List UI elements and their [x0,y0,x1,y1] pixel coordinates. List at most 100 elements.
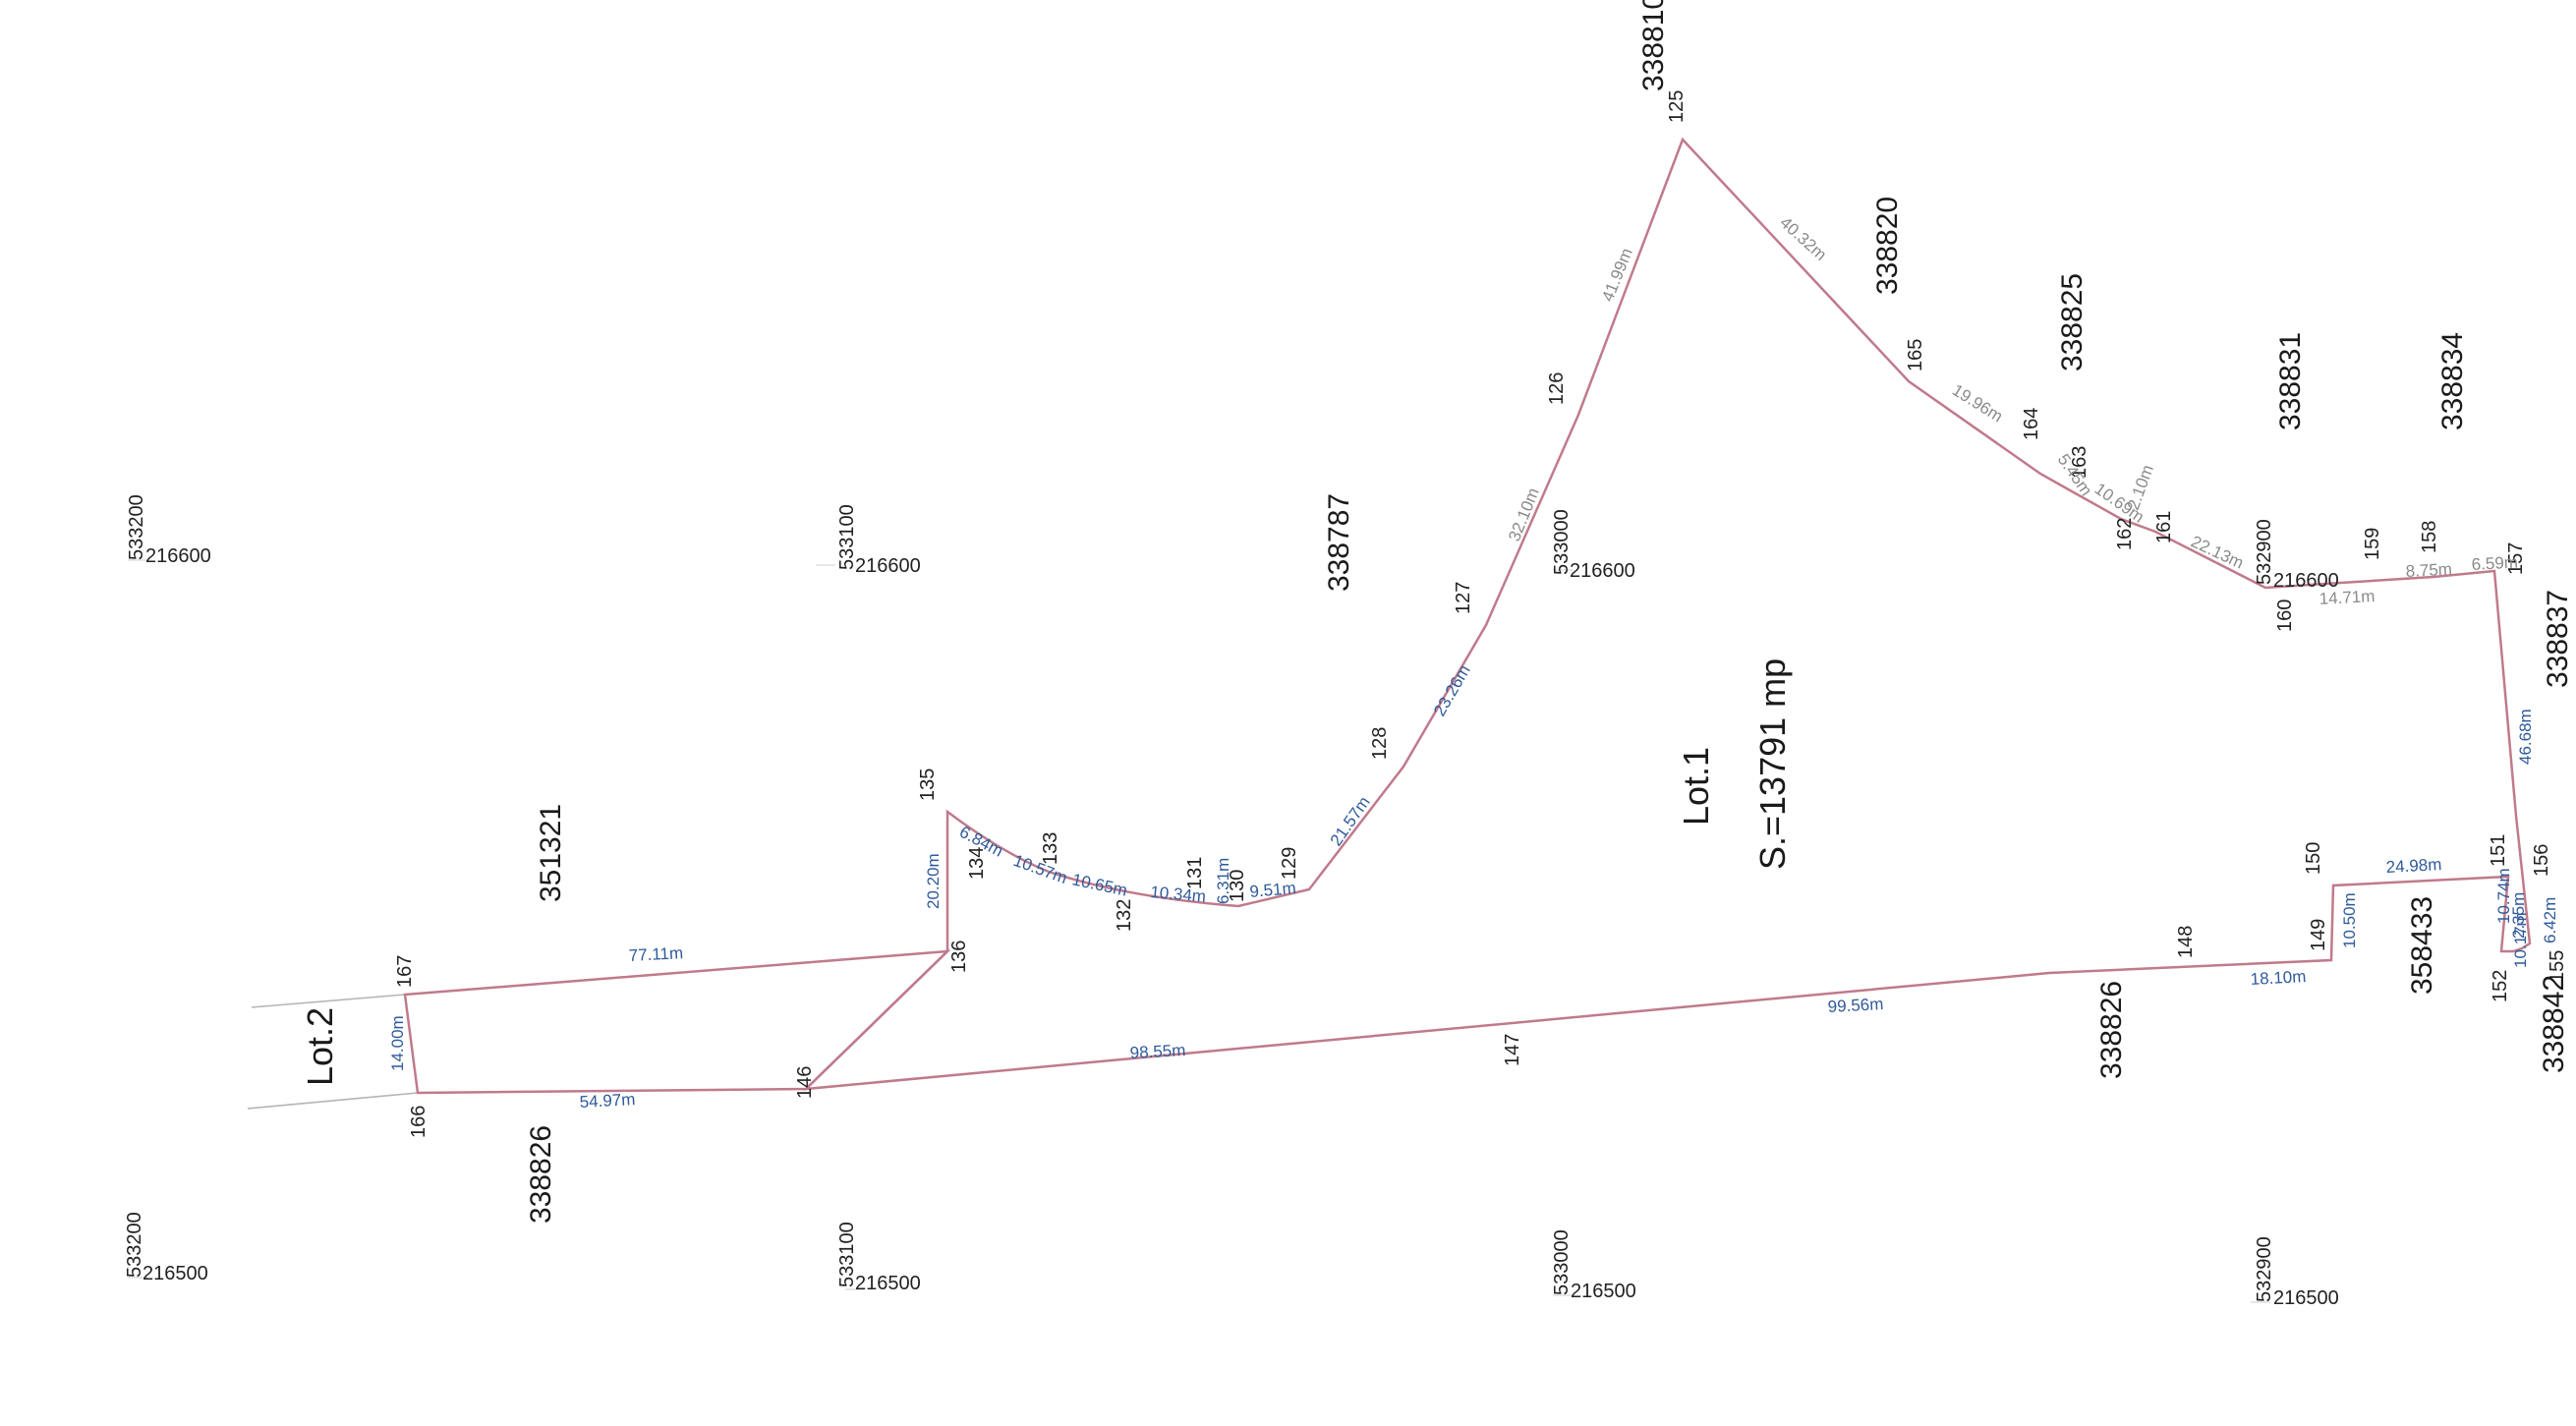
parcel-label: 351321 [535,804,567,902]
grid-easting: 533000 [1551,1229,1573,1295]
parcel-label: 338842 [2538,975,2570,1073]
point-label: 164 [2021,408,2042,440]
distance-label: 9.51m [1249,879,1297,901]
distance-label: 18.10m [2250,967,2307,989]
point-label: 155 [2547,950,2568,983]
grid-easting: 533100 [836,504,858,570]
distance-label: 2.35m [2509,892,2528,939]
extension-line-bottom [247,1092,419,1110]
point-label: 129 [1279,847,1300,880]
lot2-boundary [403,949,951,1095]
grid-northing: 216500 [855,1273,921,1294]
parcel-label: 338826 [525,1125,557,1224]
lot1-area: S.=13791 mp [1752,658,1793,870]
point-label: 156 [2531,844,2552,877]
distance-labels: 41.99m40.32m19.96m5.45m10.69m2.10m22.13m… [388,213,2559,1112]
point-label: 128 [1369,727,1391,760]
distance-label: 10.34m [1150,883,1207,906]
parcel-label: 358433 [2406,896,2438,995]
lot1-label: Lot.1 [1676,747,1716,826]
distance-label: 6.42m [2541,897,2559,943]
grid-easting: 532900 [2254,519,2275,585]
point-label: 149 [2308,919,2329,951]
distance-label: 19.96m [1949,380,2006,426]
grid-easting: 533100 [836,1222,858,1287]
point-label: 125 [1666,90,1688,123]
grid-northing: 216600 [2273,570,2339,592]
distance-label: 40.32m [1776,213,1830,264]
point-label: 162 [2114,518,2136,550]
point-label: 135 [917,769,939,801]
point-label: 136 [948,941,970,973]
point-label: 158 [2419,521,2440,553]
point-label: 161 [2153,511,2175,543]
distance-label: 99.56m [1827,995,1884,1016]
distance-label: 21.57m [1327,793,1374,849]
parcel-label: 338820 [1871,197,1904,295]
parcel-label: 338837 [2542,590,2574,688]
extension-line-top [251,994,406,1008]
point-label: 151 [2488,834,2509,867]
parcel-label: 338834 [2436,332,2469,430]
parcel-label: 338825 [2056,273,2089,371]
parcel-label: 338826 [2095,981,2128,1079]
grid-easting: 533200 [126,494,147,560]
distance-label: 14.00m [388,1015,407,1071]
point-label: 166 [408,1106,429,1138]
point-label: 126 [1546,372,1568,405]
point-label: 146 [794,1066,816,1099]
distance-label: 77.11m [628,943,683,965]
distance-label: 10.50m [2340,892,2359,948]
grid-easting: 532900 [2254,1236,2275,1302]
point-label: 131 [1184,857,1206,889]
grid-northing: 216600 [1570,560,1635,582]
point-labels: 125 126 127 128 129 130 131 132 133 134 135 136 146 1… [394,90,2568,1138]
distance-label: 46.68m [2516,709,2535,765]
point-label: 163 [2069,446,2090,479]
distance-label: 98.55m [1129,1041,1186,1062]
distance-label: 23.26m [1430,661,1474,719]
point-label: 157 [2505,542,2527,575]
point-label: 160 [2274,599,2296,632]
grid-northing: 216500 [2273,1287,2339,1309]
point-label: 148 [2175,926,2197,958]
grid-northing: 216500 [143,1263,208,1284]
lot1-boundary [802,137,2532,1091]
point-label: 165 [1905,339,1926,371]
point-label: 127 [1453,582,1474,614]
distance-label: 10.74m [2494,868,2513,924]
parcel-label: 338787 [1323,493,1355,592]
distance-label: 14.71m [2318,587,2376,608]
point-label: 167 [394,955,416,988]
distance-label: 10.17m [2511,912,2530,968]
distance-label: 54.97m [579,1090,636,1112]
grid-northing: 216500 [1571,1281,1636,1302]
distance-label: 6.59m [2471,553,2518,574]
point-label: 133 [1040,832,1061,865]
distance-label: 8.75m [2405,560,2452,581]
parcel-label: 338810 [1637,0,1670,91]
distance-label: 6.31m [1214,858,1232,904]
grid-northing: 216600 [855,555,921,577]
distance-label: 10.65m [1070,870,1128,899]
point-label: 134 [966,847,988,880]
point-label: 150 [2303,842,2324,875]
distance-label: 20.20m [924,853,943,909]
point-label: 130 [1227,870,1248,902]
distance-label: 22.13m [2188,532,2246,572]
lot2-label: Lot.2 [300,1007,340,1086]
parcel-label: 338831 [2274,332,2307,430]
distance-label: 2.10m [2124,462,2157,512]
point-label: 132 [1114,899,1135,932]
parcel-labels: 338810 338820 338825 338831 338834 338837 3387… [525,0,2574,1224]
grid-northing: 216600 [145,545,211,567]
grid-easting: 533000 [1551,509,1573,575]
distance-label: 32.10m [1505,485,1543,544]
point-label: 152 [2490,970,2511,1002]
point-label: 147 [1502,1034,1523,1066]
grid-crosses [128,559,2270,1303]
distance-label: 24.98m [2385,855,2442,877]
grid-easting: 533200 [124,1212,145,1278]
